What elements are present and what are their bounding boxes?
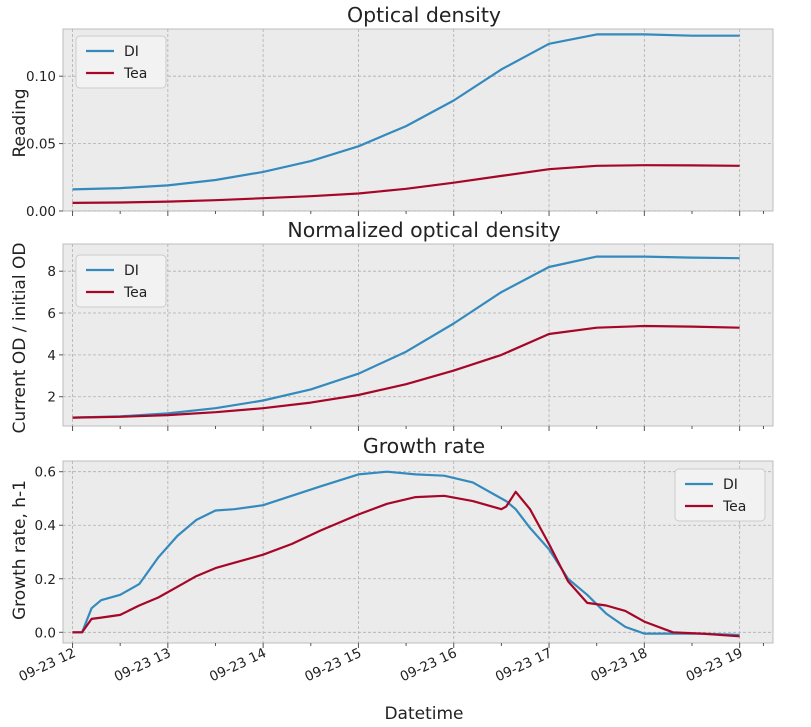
legend-box [75,35,167,89]
y-tick-label: 6 [47,306,56,322]
y-tick-label: 0.2 [35,572,56,588]
x-axis-title: Datetime [384,704,463,724]
plot-area [62,243,774,427]
panel-2-title: Normalized optical density [287,218,560,242]
panel-3-title: Growth rate [363,434,485,458]
legend-label-di: DI [124,44,139,60]
panel-normalized-optical-density: 2 4 6 8 DI Tea [47,243,774,431]
y-tick-label: 0.00 [26,204,56,220]
series-line-tea [72,490,740,638]
panel-3-ylabel: Growth rate, h-1 [10,480,30,620]
legend-box [75,254,167,308]
y-tick-label: 2 [47,390,56,406]
panel-1-title: Optical density [347,3,501,27]
legend: DI Tea [75,254,167,308]
legend-label-di: DI [723,477,738,493]
legend: DI Tea [674,468,766,522]
y-tick-label: 0.05 [26,137,56,153]
series-line-di [72,470,740,637]
series-line-di [72,255,740,419]
legend-label-tea: Tea [123,285,147,301]
legend-label-di: DI [124,263,139,279]
panel-1-ylabel: Reading [10,88,30,157]
y-tick-label: 0.10 [26,69,56,85]
y-tick-label: 0.6 [35,465,56,481]
legend-box [674,468,766,522]
series-line-tea [72,164,740,204]
plot-area [62,460,774,644]
legend-label-tea: Tea [123,66,147,82]
series-line-di [72,33,740,191]
y-tick-label: 0.0 [35,625,56,641]
panel-optical-density: 0.00 0.05 0.10 DI Tea [26,28,774,220]
legend: DI Tea [75,35,167,89]
y-tick-label: 4 [47,348,56,364]
y-tick-label: 8 [47,264,56,280]
legend-label-tea: Tea [722,499,746,515]
panel-2-ylabel: Current OD / initial OD [10,243,30,434]
y-tick-label: 0.4 [35,518,56,534]
series-line-tea [72,324,740,419]
